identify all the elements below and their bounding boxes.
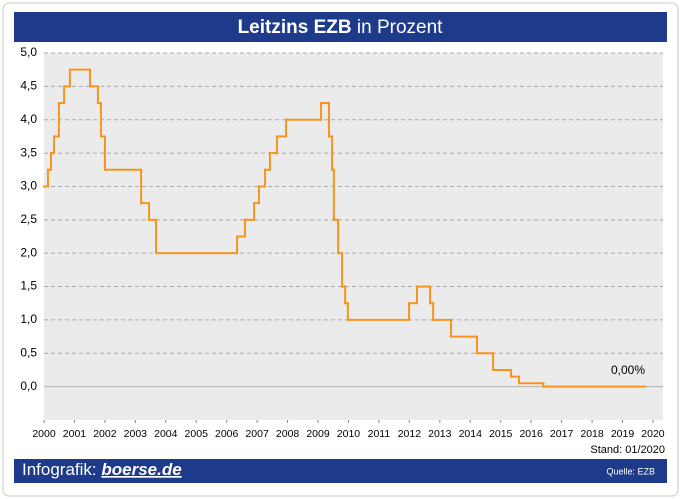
- stand-note: Stand: 01/2020: [590, 444, 665, 456]
- x-tick-label: 2000: [32, 428, 56, 440]
- x-tick-label: 2006: [215, 428, 239, 440]
- y-tick-label: 5,0: [20, 45, 37, 59]
- plot-area: [44, 53, 663, 420]
- title-rest: in Prozent: [357, 17, 443, 38]
- x-tick-label: 2007: [245, 428, 269, 440]
- x-tick-label: 2001: [63, 428, 87, 440]
- x-tick-label: 2018: [580, 428, 604, 440]
- y-tick-label: 2,5: [20, 212, 37, 226]
- y-tick-label: 4,0: [20, 112, 37, 126]
- y-tick-label: 1,5: [20, 279, 37, 293]
- brand-name: boerse.de: [101, 460, 181, 479]
- x-tick-label: 2003: [124, 428, 148, 440]
- x-tick-label: 2004: [154, 428, 178, 440]
- title-bar: [14, 12, 667, 42]
- y-tick-label: 0,5: [20, 345, 37, 359]
- y-tick-label: 3,5: [20, 145, 37, 159]
- x-tick-label: 2013: [428, 428, 452, 440]
- x-tick-label: 2020: [641, 428, 665, 440]
- x-tick-label: 2016: [519, 428, 543, 440]
- chart-title: Leitzins EZB in Prozent: [238, 17, 444, 38]
- x-tick-label: 2019: [611, 428, 635, 440]
- x-tick-label: 2005: [185, 428, 209, 440]
- brand: Infografik: boerse.de: [22, 460, 182, 479]
- x-tick-label: 2015: [489, 428, 513, 440]
- x-tick-label: 2010: [337, 428, 361, 440]
- y-tick-label: 4,5: [20, 79, 37, 93]
- footer-bar: [14, 459, 667, 483]
- x-tick-label: 2012: [398, 428, 422, 440]
- title-bold: Leitzins EZB: [238, 17, 352, 38]
- y-tick-label: 3,0: [20, 179, 37, 193]
- source: Quelle: EZB: [606, 466, 655, 476]
- y-tick-label: 0,0: [20, 379, 37, 393]
- y-tick-label: 1,0: [20, 312, 37, 326]
- brand-label: Infografik:: [22, 460, 97, 479]
- x-tick-label: 2014: [459, 428, 483, 440]
- x-tick-label: 2011: [368, 428, 391, 440]
- y-tick-label: 2,0: [20, 245, 37, 259]
- x-tick-label: 2017: [550, 428, 574, 440]
- x-tick-label: 2008: [276, 428, 300, 440]
- x-tick-label: 2002: [93, 428, 117, 440]
- data-label: 0,00%: [611, 363, 645, 377]
- x-tick-label: 2009: [306, 428, 330, 440]
